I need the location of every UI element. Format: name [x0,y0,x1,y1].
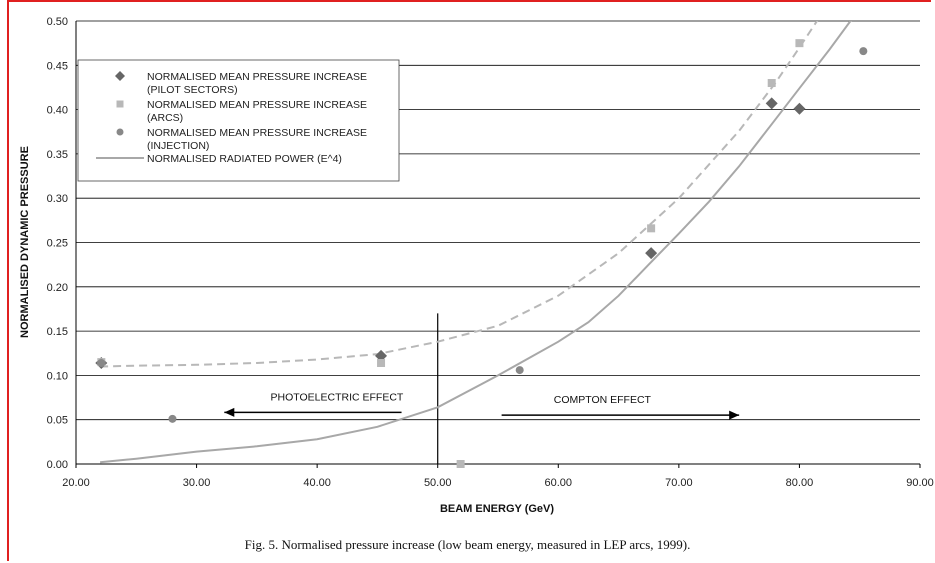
series-lines [100,21,852,464]
x-tick-label: 50.00 [424,477,452,489]
plot-area [75,21,920,465]
y-tick-label: 0.20 [47,282,68,294]
data-point-pilot-sectors [793,102,806,115]
effect-arrowhead [729,410,740,420]
x-axis-title: BEAM ENERGY (GeV) [440,503,554,515]
data-point-arcs [456,460,465,468]
legend-label: NORMALISED MEAN PRESSURE INCREASE [147,71,367,83]
legend-marker-diamond [115,71,125,81]
y-tick-label: 0.25 [47,238,68,250]
legend-marker-circle [116,128,124,136]
x-tick-label: 30.00 [183,477,211,489]
y-tick-label: 0.15 [47,326,68,338]
legend-label: (PILOT SECTORS) [147,84,238,96]
fitted-pressure-curve [100,21,819,368]
y-tick-label: 0.45 [47,60,68,72]
y-axis-tick-labels: 0.00 0.05 0.10 0.15 0.20 0.25 0.30 0.35 0.40 0.45… [47,16,68,471]
y-axis-title: NORMALISED DYNAMIC PRESSURE [19,146,31,338]
figure-frame [7,0,931,561]
data-point-arcs [647,224,656,233]
annotations: PHOTOELECTRIC EFFECT COMPTON EFFECT [224,391,740,420]
x-tick-label: 20.00 [62,477,90,489]
data-point-arcs [767,79,776,88]
effect-label: COMPTON EFFECT [554,394,652,406]
legend-box [77,59,400,182]
effect-arrowhead [224,407,235,417]
y-tick-label: 0.35 [47,149,68,161]
y-tick-label: 0.05 [47,415,68,427]
data-point-arcs [377,358,386,367]
data-point-injection [859,47,868,56]
chart: 0.00 0.05 0.10 0.15 0.20 0.25 0.30 0.35 0.40 0.45… [19,16,934,515]
y-tick-label: 0.00 [47,459,68,471]
radiated-power-curve [100,21,852,464]
figure-caption: Fig. 5. Normalised pressure increase (lo… [244,537,691,552]
legend-marker-square [116,100,124,108]
data-point-injection [97,358,106,367]
legend-label: NORMALISED MEAN PRESSURE INCREASE [147,99,367,111]
effect-label: PHOTOELECTRIC EFFECT [271,391,404,403]
y-tick-label: 0.50 [47,16,68,28]
data-point-injection [168,414,177,423]
data-point-pilot-sectors [765,97,778,110]
y-tick-label: 0.10 [47,370,68,382]
data-point-arcs [795,39,804,48]
data-point-pilot-sectors [645,247,658,260]
x-tick-label: 70.00 [665,477,693,489]
series-points [95,39,868,468]
legend-label: (INJECTION) [147,140,209,152]
data-point-pilot-sectors [375,349,388,362]
x-tick-label: 90.00 [906,477,934,489]
x-tick-label: 40.00 [303,477,331,489]
legend-label: NORMALISED RADIATED POWER (E^4) [147,153,342,165]
y-tick-label: 0.40 [47,105,68,117]
x-tick-label: 60.00 [545,477,573,489]
x-axis-tick-labels: 20.00 30.00 40.00 50.00 60.00 70.00 80.00 90.00 [62,464,934,489]
legend: NORMALISED MEAN PRESSURE INCREASE(PILOT … [77,59,400,182]
data-point-injection [515,366,524,375]
x-tick-label: 80.00 [786,477,814,489]
legend-label: (ARCS) [147,112,183,124]
legend-label: NORMALISED MEAN PRESSURE INCREASE [147,127,367,139]
y-tick-label: 0.30 [47,193,68,205]
